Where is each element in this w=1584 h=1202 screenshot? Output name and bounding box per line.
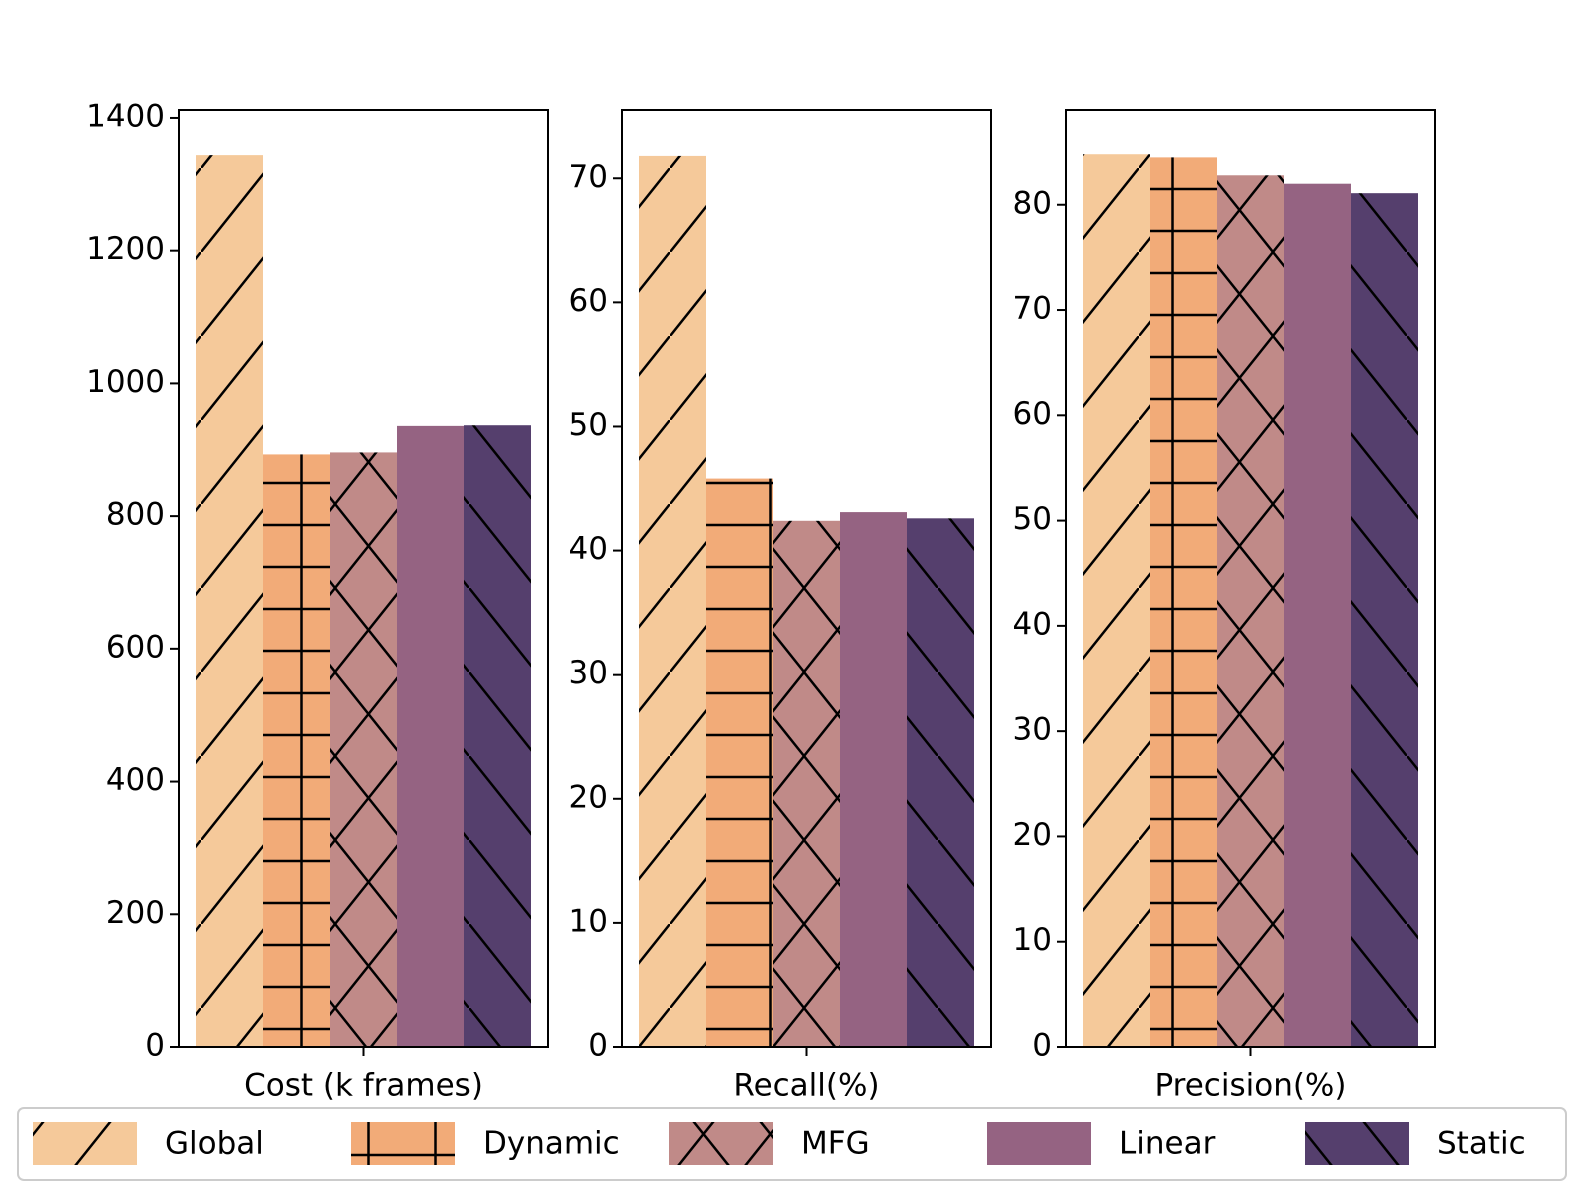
legend-label: Static: [1437, 1126, 1526, 1162]
bar: [1217, 175, 1284, 1047]
legend-swatch: [351, 1122, 455, 1165]
bar: [464, 425, 531, 1047]
bar: [1351, 193, 1418, 1048]
legend-label: Dynamic: [483, 1126, 620, 1162]
axes-frame: [178, 109, 549, 1048]
x-tick-label: Recall(%): [733, 1068, 879, 1104]
axes-frame: [1065, 109, 1436, 1048]
legend-swatch: [987, 1122, 1091, 1165]
y-tick-label: 80: [1013, 185, 1052, 221]
bar: [907, 518, 974, 1047]
legend-label: Global: [165, 1126, 264, 1162]
legend-swatch: [1305, 1122, 1409, 1165]
y-tick-label: 1400: [86, 98, 165, 134]
y-tick-label: 10: [569, 903, 608, 939]
y-tick-label: 0: [588, 1028, 608, 1064]
y-tick-label: 0: [1032, 1028, 1052, 1064]
y-tick-label: 50: [569, 407, 608, 443]
y-tick-label: 20: [569, 779, 608, 815]
y-tick-label: 10: [1013, 922, 1052, 958]
y-tick-label: 600: [106, 629, 165, 665]
y-tick-label: 70: [1013, 291, 1052, 327]
y-tick-label: 20: [1013, 817, 1052, 853]
x-tick-label: Precision(%): [1155, 1068, 1347, 1104]
legend-label: MFG: [801, 1126, 870, 1162]
bar: [330, 452, 397, 1047]
legend-label: Linear: [1119, 1126, 1216, 1162]
bar: [773, 520, 840, 1047]
bar: [1083, 154, 1150, 1048]
y-tick-label: 40: [1013, 606, 1052, 642]
y-tick-label: 0: [145, 1028, 165, 1064]
y-tick-label: 40: [569, 531, 608, 567]
y-tick-label: 30: [1013, 712, 1052, 748]
bar: [196, 155, 263, 1048]
y-tick-label: 70: [569, 159, 608, 195]
legend-swatch: [669, 1122, 773, 1165]
legend-swatch: [33, 1122, 137, 1165]
bar: [1284, 183, 1351, 1047]
axes-frame: [621, 109, 992, 1048]
bar: [639, 155, 706, 1048]
y-tick-label: 30: [569, 655, 608, 691]
y-tick-label: 400: [106, 762, 165, 798]
y-tick-label: 1200: [86, 231, 165, 267]
y-tick-label: 800: [106, 497, 165, 533]
x-tick-label: Cost (k frames): [244, 1068, 483, 1104]
bar: [840, 512, 907, 1047]
bar: [397, 425, 464, 1047]
y-tick-label: 200: [106, 895, 165, 931]
bar: [263, 454, 330, 1047]
bar: [706, 478, 773, 1047]
bar: [1150, 157, 1217, 1047]
y-tick-label: 60: [1013, 396, 1052, 432]
y-tick-label: 50: [1013, 501, 1052, 537]
y-tick-label: 60: [569, 283, 608, 319]
y-tick-label: 1000: [86, 364, 165, 400]
